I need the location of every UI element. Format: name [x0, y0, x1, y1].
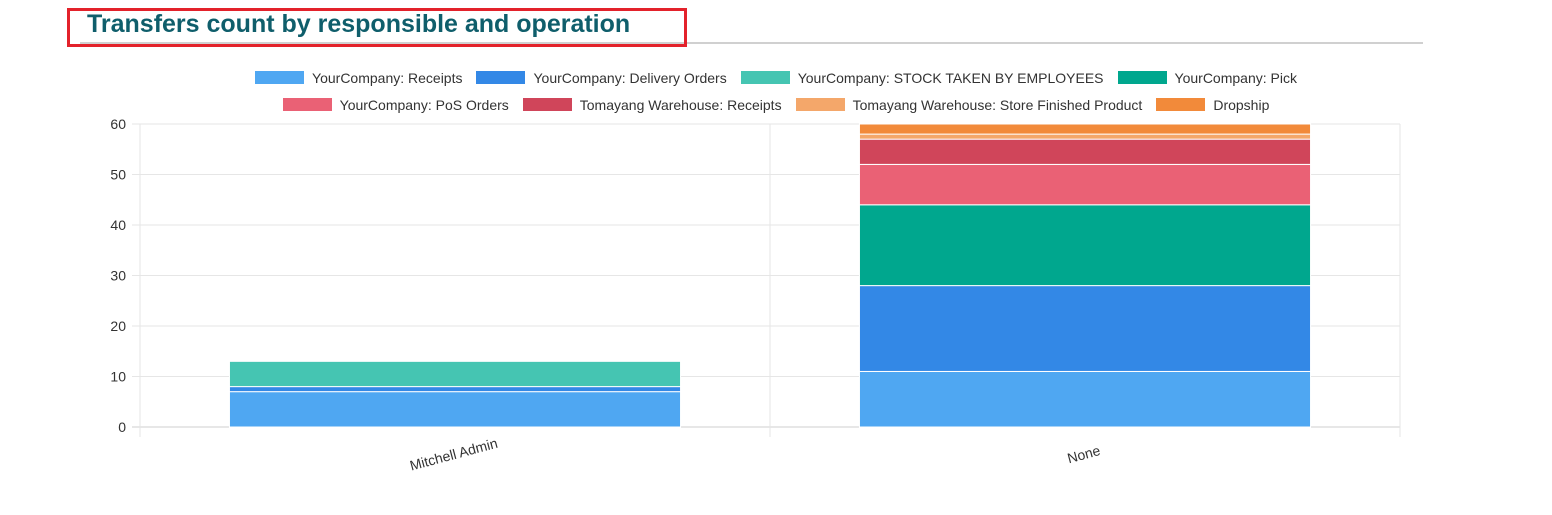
legend-label: Dropship — [1213, 96, 1270, 113]
legend-item[interactable]: YourCompany: Receipts — [255, 70, 462, 86]
bar-segment — [858, 285, 1312, 372]
title-underline — [80, 42, 690, 44]
legend-label: YourCompany: STOCK TAKEN BY EMPLOYEES — [797, 69, 1104, 86]
bar-segment — [858, 138, 1312, 165]
legend-label: YourCompany: PoS Orders — [339, 96, 509, 113]
y-tick-label: 50 — [110, 167, 126, 183]
bar-segment — [858, 204, 1312, 287]
title-underline-right — [690, 42, 1423, 44]
bar-segment — [228, 386, 682, 393]
bar-segment — [858, 163, 1312, 206]
chart-legend: YourCompany: Receipts YourCompany: Delive… — [0, 64, 1552, 118]
legend-row-1: YourCompany: Receipts YourCompany: Delive… — [0, 64, 1552, 91]
y-tick-label: 0 — [118, 419, 126, 435]
legend-item[interactable]: YourCompany: STOCK TAKEN BY EMPLOYEES — [740, 69, 1104, 86]
legend-item[interactable]: YourCompany: Delivery Orders — [476, 69, 727, 86]
title-highlight-box — [67, 8, 687, 47]
legend-item[interactable]: Tomayang Warehouse: Store Finished Produ… — [795, 96, 1143, 113]
chart-title: Transfers count by responsible and opera… — [87, 10, 631, 38]
legend-label: YourCompany: Receipts — [312, 69, 463, 86]
y-tick-label: 10 — [110, 369, 126, 385]
legend-item[interactable]: YourCompany: Pick — [1117, 69, 1297, 86]
bar-segment — [858, 370, 1312, 428]
legend-swatch — [740, 71, 790, 84]
legend-item[interactable]: Dropship — [1156, 97, 1269, 113]
legend-item[interactable]: Tomayang Warehouse: Receipts — [522, 96, 782, 113]
legend-swatch — [522, 98, 572, 111]
bar-segment — [858, 123, 1312, 135]
bar-segment — [228, 391, 682, 428]
bar-segment — [228, 360, 682, 388]
legend-swatch — [476, 71, 526, 84]
legend-label: Tomayang Warehouse: Store Finished Produ… — [852, 96, 1143, 113]
bar-segment — [858, 133, 1312, 140]
x-tick-label: None — [1065, 442, 1102, 466]
legend-item[interactable]: YourCompany: PoS Orders — [282, 96, 509, 113]
legend-label: YourCompany: Pick — [1174, 69, 1297, 86]
legend-swatch — [255, 71, 305, 84]
y-tick-label: 20 — [110, 318, 126, 334]
legend-swatch — [795, 98, 845, 111]
legend-label: YourCompany: Delivery Orders — [533, 69, 727, 86]
y-tick-label: 60 — [110, 116, 126, 132]
legend-swatch — [282, 98, 332, 111]
legend-swatch — [1156, 98, 1206, 111]
y-tick-label: 40 — [110, 217, 126, 233]
y-tick-label: 30 — [110, 268, 126, 284]
legend-row-2: YourCompany: PoS Orders Tomayang Warehous… — [0, 91, 1552, 118]
legend-label: Tomayang Warehouse: Receipts — [579, 96, 782, 113]
x-tick-label: Mitchell Admin — [408, 435, 499, 474]
legend-swatch — [1117, 71, 1167, 84]
